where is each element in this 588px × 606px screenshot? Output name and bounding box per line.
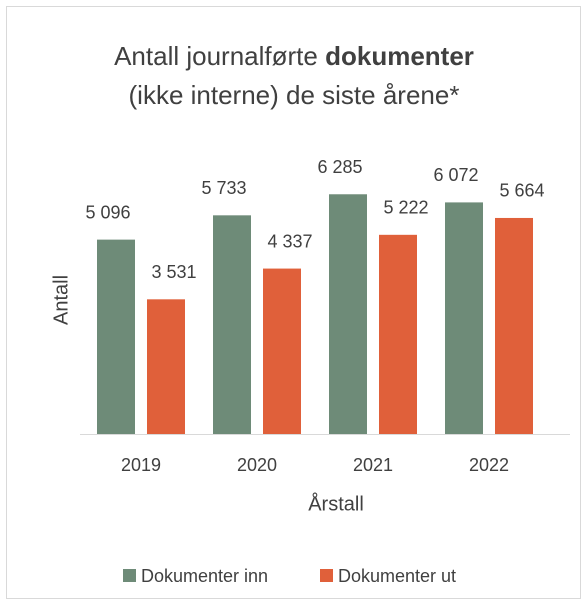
bar (379, 234, 417, 434)
x-tick-label: 2019 (121, 455, 161, 475)
legend-swatch (320, 569, 333, 582)
data-label: 3 531 (151, 262, 196, 282)
chart-subtitle: (ikke interne) de siste årene* (129, 80, 460, 110)
bar (97, 239, 135, 434)
data-label: 5 096 (85, 202, 130, 222)
bar (495, 217, 533, 434)
data-label: 6 285 (317, 157, 362, 177)
chart-title: Antall journalførte dokumenter (114, 41, 474, 71)
bar (213, 215, 251, 434)
legend-swatch (123, 569, 136, 582)
data-label: 5 222 (383, 198, 428, 218)
data-label: 6 072 (433, 165, 478, 185)
data-label: 5 733 (201, 178, 246, 198)
x-axis-title: Årstall (308, 492, 364, 515)
x-tick-label: 2021 (353, 455, 393, 475)
data-label: 4 337 (267, 231, 312, 251)
x-tick-label: 2022 (469, 455, 509, 475)
bar (445, 202, 483, 434)
title-part: Antall journalførte (114, 41, 318, 71)
legend-label: Dokumenter ut (338, 566, 456, 586)
title-bold: dokumenter (325, 41, 474, 71)
bar (263, 268, 301, 434)
data-label: 5 664 (499, 181, 544, 201)
y-axis-title: Antall (50, 275, 72, 325)
legend-label: Dokumenter inn (141, 566, 268, 586)
x-tick-label: 2020 (237, 455, 277, 475)
bar (329, 194, 367, 434)
bar (147, 299, 185, 434)
